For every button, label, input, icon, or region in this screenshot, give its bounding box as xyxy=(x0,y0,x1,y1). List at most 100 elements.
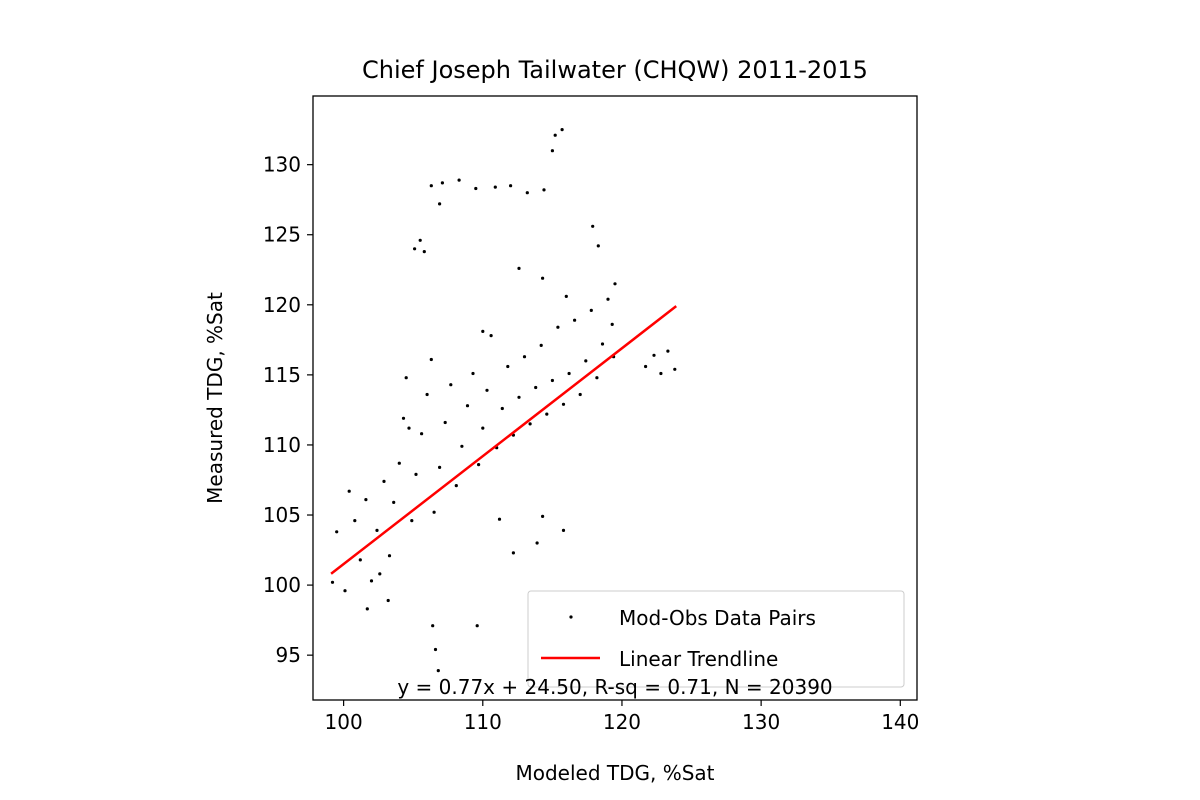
x-tick-label: 110 xyxy=(464,710,502,734)
data-point xyxy=(460,444,464,448)
data-point xyxy=(606,297,610,301)
data-point xyxy=(410,519,414,523)
data-point xyxy=(517,266,521,270)
data-point xyxy=(418,238,422,242)
data-point xyxy=(610,322,614,326)
y-tick-label: 110 xyxy=(263,433,301,457)
data-point xyxy=(335,530,339,534)
data-point xyxy=(525,191,529,195)
chart-title: Chief Joseph Tailwater (CHQW) 2011-2015 xyxy=(362,56,868,84)
data-point xyxy=(401,416,406,420)
data-point xyxy=(485,388,489,392)
y-tick-label: 95 xyxy=(276,643,301,667)
legend-label-trendline: Linear Trendline xyxy=(619,647,778,671)
data-point xyxy=(432,510,436,514)
data-point xyxy=(561,402,566,406)
data-point xyxy=(475,624,479,628)
y-tick-label: 115 xyxy=(263,363,301,387)
data-point xyxy=(591,224,595,228)
scatter-points xyxy=(330,128,677,673)
x-tick-label: 140 xyxy=(881,710,919,734)
data-point xyxy=(652,353,656,357)
data-point xyxy=(364,498,368,502)
x-axis-label: Modeled TDG, %Sat xyxy=(515,761,714,785)
data-point xyxy=(414,472,418,476)
y-tick-label: 125 xyxy=(263,223,301,247)
y-tick-label: 100 xyxy=(263,573,301,597)
data-point xyxy=(553,133,557,137)
data-point xyxy=(382,479,386,483)
data-point xyxy=(561,528,566,533)
data-point xyxy=(666,349,670,353)
data-point xyxy=(509,184,513,188)
legend: Mod-Obs Data Pairs Linear Trendline xyxy=(527,590,905,688)
data-point xyxy=(343,589,347,593)
trendline xyxy=(330,305,678,575)
legend-label-scatter: Mod-Obs Data Pairs xyxy=(619,606,816,630)
data-point xyxy=(560,128,564,132)
data-point xyxy=(578,392,582,397)
data-point xyxy=(481,426,485,430)
data-point xyxy=(493,185,497,189)
data-point xyxy=(378,572,382,576)
data-point xyxy=(600,342,605,346)
y-tick-label: 120 xyxy=(263,293,301,317)
y-tick-label: 105 xyxy=(263,503,301,527)
y-tick-label: 130 xyxy=(263,153,301,177)
data-point xyxy=(413,247,417,251)
data-point xyxy=(573,318,577,322)
data-point xyxy=(589,308,593,312)
x-tick-label: 130 xyxy=(742,710,780,734)
data-point xyxy=(471,371,475,376)
regression-annotation: y = 0.77x + 24.50, R-sq = 0.71, N = 2039… xyxy=(397,675,832,699)
data-point xyxy=(506,364,510,369)
data-point xyxy=(541,514,545,519)
data-point xyxy=(584,359,588,363)
data-point xyxy=(358,558,362,562)
data-point xyxy=(481,329,485,333)
data-point xyxy=(330,580,335,584)
data-point xyxy=(542,188,546,192)
data-point xyxy=(550,378,555,383)
data-point xyxy=(489,334,493,338)
data-point xyxy=(440,181,444,185)
data-point xyxy=(534,385,538,390)
data-point xyxy=(438,202,442,206)
data-point xyxy=(497,517,502,521)
data-point xyxy=(595,376,599,380)
data-point xyxy=(425,392,429,397)
data-point xyxy=(465,404,470,408)
data-point xyxy=(449,383,453,387)
data-point xyxy=(541,276,545,280)
y-axis: 95 100 105 110 115 120 125 130 xyxy=(263,153,313,667)
data-point xyxy=(365,607,369,611)
data-point xyxy=(407,426,411,430)
data-point xyxy=(443,420,447,425)
data-point xyxy=(433,647,438,652)
data-point xyxy=(353,519,357,523)
data-point xyxy=(596,244,600,248)
data-point xyxy=(539,343,543,347)
data-point xyxy=(431,624,435,628)
data-point xyxy=(429,357,433,362)
x-axis: 100 110 120 130 140 xyxy=(325,700,919,734)
data-point xyxy=(420,432,424,436)
data-point xyxy=(545,412,549,416)
data-point xyxy=(375,528,379,533)
data-point xyxy=(535,541,539,545)
data-point xyxy=(454,484,458,488)
data-point xyxy=(673,367,677,371)
x-tick-label: 120 xyxy=(603,710,641,734)
data-point xyxy=(438,465,442,469)
x-tick-label: 100 xyxy=(325,710,363,734)
legend-box xyxy=(527,590,905,688)
data-point xyxy=(397,461,401,465)
data-point xyxy=(369,579,374,583)
data-point xyxy=(613,282,617,286)
data-point xyxy=(347,489,351,493)
data-point xyxy=(436,669,440,673)
data-point xyxy=(404,376,408,380)
data-point xyxy=(386,598,390,603)
data-point xyxy=(474,186,478,191)
